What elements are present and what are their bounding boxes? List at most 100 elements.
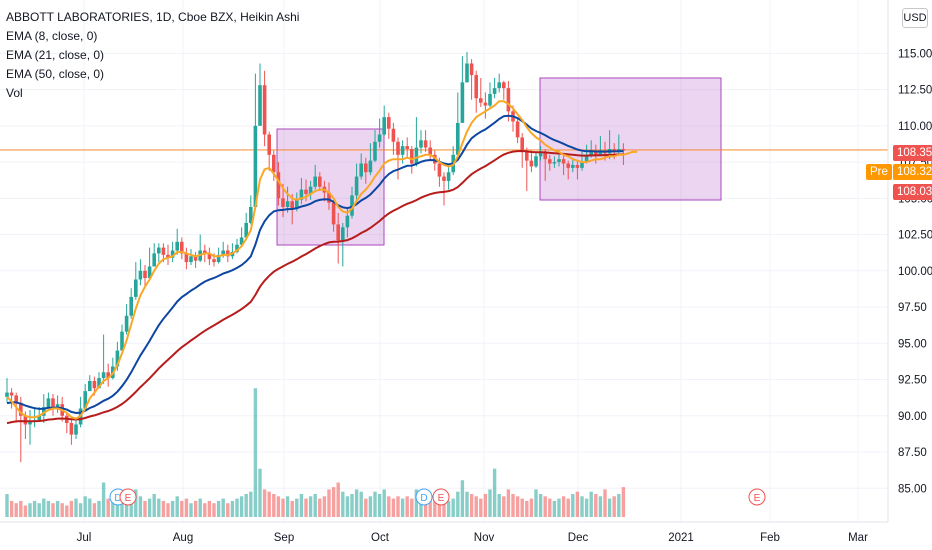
- chart-grid: [0, 0, 888, 522]
- candle-body: [189, 256, 193, 263]
- candle-body: [506, 88, 511, 112]
- candle-body: [262, 85, 267, 135]
- volume-bar: [391, 498, 396, 517]
- candle-body: [235, 244, 239, 252]
- earnings-marker: [748, 488, 766, 506]
- candle-body: [308, 186, 313, 194]
- volume-bar: [19, 500, 23, 517]
- candle-body: [152, 253, 156, 267]
- candle-body: [134, 279, 138, 297]
- indicator-ema8[interactable]: EMA (8, close, 0): [6, 29, 98, 43]
- candle-body: [147, 266, 152, 279]
- indicator-volume[interactable]: Vol: [6, 86, 23, 100]
- currency-button[interactable]: USD: [902, 8, 928, 28]
- volume-bar: [88, 498, 92, 517]
- candle-body: [290, 201, 294, 209]
- candle-body: [557, 159, 561, 163]
- volume-bar: [304, 498, 308, 517]
- ema8-line: [6, 100, 638, 420]
- volume-bar: [557, 498, 561, 517]
- event-markers[interactable]: D E D E E: [109, 488, 766, 506]
- volume-bar: [382, 489, 386, 517]
- volume-bar: [511, 494, 515, 517]
- candle-body: [101, 372, 106, 379]
- earnings-letter: E: [125, 493, 132, 504]
- candle-body: [69, 423, 74, 435]
- volume-bar: [322, 496, 327, 517]
- candle-body: [396, 141, 400, 155]
- candle-body: [124, 315, 129, 332]
- candle-body: [88, 380, 92, 392]
- price-tag-low: 108.03: [893, 184, 932, 200]
- volume-bar: [9, 500, 14, 517]
- dividend-letter: D: [420, 493, 427, 504]
- candle-body: [42, 407, 46, 416]
- volume-bar: [345, 496, 350, 517]
- premarket-price-tag: 108.32: [893, 164, 932, 180]
- price-tag-high: 108.35: [893, 145, 932, 161]
- time-axis[interactable]: Jul Aug Sep Oct Nov Dec 2021 Feb Mar: [0, 521, 888, 544]
- candle-body: [598, 150, 603, 155]
- y-tick-label: 115.00: [898, 48, 932, 60]
- premarket-label: Pre: [866, 164, 892, 180]
- volume-bar: [216, 500, 221, 517]
- candle-body: [400, 146, 405, 155]
- volume-bar: [423, 496, 428, 517]
- volume-bar: [336, 482, 340, 517]
- candle-body: [37, 415, 41, 421]
- volume-bar: [313, 494, 317, 517]
- volume-bar: [598, 496, 603, 517]
- volume-bar: [327, 489, 331, 517]
- candle-body: [529, 160, 534, 167]
- candle-body: [304, 189, 308, 194]
- volume-bar: [134, 489, 138, 517]
- candle-body: [207, 253, 212, 260]
- volume-bar: [161, 500, 166, 517]
- earnings-marker: [432, 488, 450, 506]
- candle-body: [515, 121, 520, 138]
- volume-bar: [428, 498, 432, 517]
- volume-bar: [203, 503, 207, 517]
- volume-bar: [479, 498, 483, 517]
- highlight-rectangles: [276, 77, 722, 246]
- price-axis[interactable]: 115.00112.50110.00107.50105.00102.50100.…: [887, 0, 932, 522]
- symbol-title[interactable]: ABBOTT LABORATORIES, 1D, Cboe BZX, Heiki…: [6, 10, 300, 24]
- candle-body: [55, 404, 60, 409]
- volume-bar: [170, 500, 175, 517]
- candle-body: [460, 82, 465, 123]
- x-tick-label: Dec: [568, 532, 589, 544]
- volume-bar: [359, 491, 363, 517]
- volume-bar: [400, 498, 405, 517]
- candle-body: [423, 140, 428, 148]
- highlight-box-sep: [276, 128, 385, 246]
- candle-body: [538, 151, 543, 157]
- volume-bar: [69, 500, 74, 517]
- volume-bar: [341, 491, 345, 517]
- volume-bar: [607, 498, 612, 517]
- volume-bar: [543, 496, 547, 517]
- candle-body: [221, 250, 225, 255]
- indicator-ema21[interactable]: EMA (21, close, 0): [6, 48, 105, 62]
- earnings-marker: [119, 488, 137, 506]
- y-tick-label: 92.50: [898, 375, 927, 387]
- candle-body: [410, 149, 414, 164]
- volume-bar: [249, 491, 253, 517]
- volume-bar: [451, 498, 455, 517]
- volume-bar: [207, 500, 212, 517]
- volume-bar: [433, 496, 437, 517]
- volume-bar: [23, 505, 28, 517]
- volume-bar: [101, 482, 106, 517]
- volume-bar: [506, 489, 511, 517]
- volume-bar: [175, 496, 179, 517]
- earnings-letter: E: [754, 493, 761, 504]
- indicator-ema50[interactable]: EMA (50, close, 0): [6, 67, 105, 81]
- volume-bar: [469, 494, 474, 517]
- candle-body: [258, 85, 262, 126]
- candle-body: [244, 222, 248, 238]
- ema50-line: [6, 149, 624, 425]
- earnings-letter: E: [438, 493, 445, 504]
- volume-bar: [405, 496, 409, 517]
- volume-bar: [111, 500, 115, 517]
- volume-bar: [354, 489, 359, 517]
